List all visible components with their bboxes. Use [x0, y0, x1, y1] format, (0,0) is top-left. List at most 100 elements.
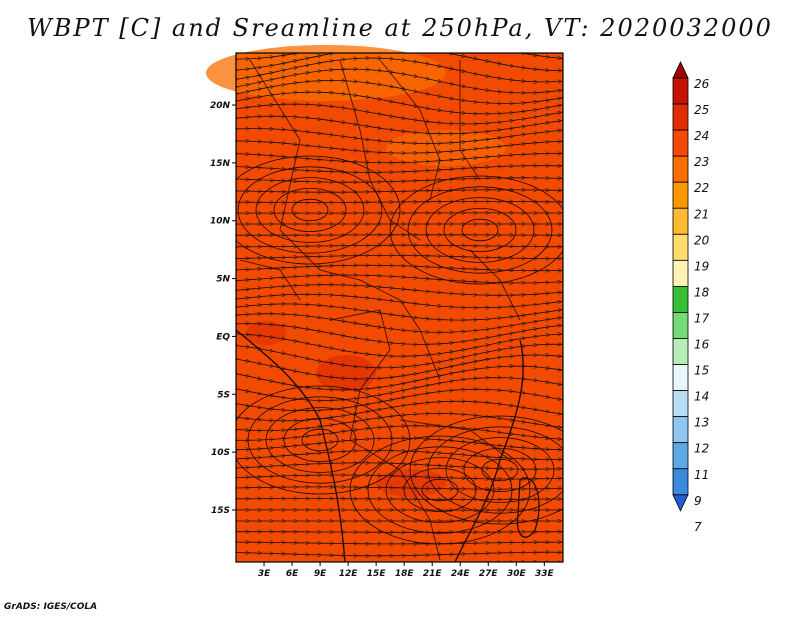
colorbar-swatch — [672, 364, 689, 391]
x-tick-label: 6E — [286, 569, 299, 579]
colorbar-swatch — [672, 155, 689, 183]
vortex-sudan-ring — [389, 175, 563, 285]
y-tick-label: 15S — [211, 506, 230, 516]
colorbar-swatch — [672, 207, 689, 235]
streamline-46 — [236, 542, 563, 544]
plot-frame — [235, 52, 564, 563]
y-tick-label: 10N — [210, 217, 231, 227]
vortex-angola-ring — [265, 407, 375, 473]
streamline-41 — [236, 487, 563, 489]
colorbar-label: 17 — [694, 311, 710, 325]
streamline-14 — [236, 190, 563, 192]
vortex-west-africa-ring — [291, 198, 329, 222]
colorbar-swatch — [672, 390, 689, 418]
x-tick-label: 21E — [423, 569, 443, 579]
vortex-indian-ocean-ring — [481, 458, 519, 482]
streamline-15 — [236, 202, 563, 203]
streamline-45 — [236, 532, 563, 533]
colorbar-label: 16 — [694, 338, 710, 352]
streamline-47 — [236, 552, 563, 556]
colorbar-label: 18 — [694, 285, 710, 299]
map-plot-area — [206, 45, 572, 568]
colorbar-label: 24 — [694, 129, 709, 143]
vortex-mozambique-ring — [385, 457, 495, 523]
vortex-west-africa-ring — [255, 177, 365, 243]
vortex-indian-ocean-ring — [427, 426, 563, 514]
x-tick-label: 27E — [479, 569, 499, 579]
vortex-west-africa-ring — [273, 187, 347, 232]
vortex-sudan-ring — [443, 207, 517, 252]
streamline-12 — [236, 166, 563, 173]
chart-title: WBPT [C] and Sreamline at 250hPa, VT: 20… — [27, 14, 773, 42]
vortex-indian-ocean-ring — [409, 415, 563, 525]
colorbar-label: 25 — [694, 103, 709, 117]
x-tick-label: 12E — [339, 569, 359, 579]
colorbar-top-arrow — [672, 61, 689, 79]
x-tick-label: 9E — [314, 569, 327, 579]
colorbar-label: 7 — [694, 520, 702, 534]
colorbar-label: 23 — [694, 155, 709, 169]
colorbar: 26 25 24 23 22 21 20 19 18 17 16 15 14 13 12 11 9 7 — [672, 61, 710, 534]
vortex-mozambique-ring — [367, 446, 513, 534]
colorbar-swatch — [672, 259, 689, 287]
colorbar-label: 14 — [694, 390, 709, 404]
colorbar-swatch — [672, 416, 689, 444]
vortex-sudan-ring — [407, 186, 553, 274]
vortex-west-africa-ring — [236, 155, 401, 265]
streamline-20 — [236, 255, 563, 258]
colorbar-label: 22 — [694, 181, 709, 195]
colorbar-swatch — [672, 312, 689, 339]
colorbar-label: 11 — [694, 468, 709, 482]
y-tick-label: 10S — [211, 448, 230, 458]
y-tick-label: 5N — [216, 275, 230, 285]
streamline-21 — [236, 265, 563, 270]
x-tick-label: 30E — [507, 569, 527, 579]
vortex-indian-ocean-ring — [445, 437, 555, 503]
x-tick-label: 3E — [258, 569, 271, 579]
x-tick-label: 15E — [367, 569, 387, 579]
colorbar-swatch — [672, 77, 689, 105]
colorbar-label: 26 — [694, 77, 710, 91]
streamline-13 — [236, 178, 563, 182]
streamline-48 — [231, 562, 572, 568]
y-tick-label: 15N — [210, 159, 231, 169]
colorbar-label: 9 — [694, 494, 702, 508]
y-tick-label: 5S — [217, 390, 230, 400]
colorbar-label: 15 — [694, 364, 709, 378]
colorbar-swatch — [672, 129, 689, 157]
colorbar-label: 19 — [694, 259, 709, 273]
colorbar-label: 13 — [694, 416, 709, 430]
vortex-angola-ring — [283, 417, 357, 462]
vortex-sudan-ring — [461, 218, 499, 242]
y-tick-label: 20N — [210, 101, 231, 111]
colorbar-swatch — [672, 468, 689, 496]
colorbar-swatch — [672, 338, 689, 365]
vortex-angola-ring — [247, 396, 393, 484]
streamline-40 — [236, 475, 563, 479]
y-tick-label: EQ — [216, 332, 230, 342]
x-tick-label: 24E — [451, 569, 471, 579]
x-tick-label: 33E — [535, 569, 555, 579]
wbpt-patch-congo — [316, 355, 376, 391]
streamline-38 — [236, 451, 563, 460]
colorbar-swatch — [672, 233, 689, 261]
colorbar-swatch — [672, 181, 689, 209]
colorbar-bottom-arrow — [672, 494, 689, 512]
vortex-angola-ring — [301, 428, 339, 452]
colorbar-label: 21 — [694, 207, 709, 221]
streamline-19 — [236, 245, 563, 247]
vortex-indian-ocean-ring — [463, 447, 537, 492]
colorbar-label: 20 — [694, 233, 710, 247]
vortex-mozambique-ring — [349, 435, 531, 545]
colorbar-label: 12 — [694, 442, 709, 456]
axes: 3E 6E 9E 12E 15E 18E 21E 24E 27E 30E 33E 20N 15N 10N 5… — [210, 52, 564, 579]
streamline-11 — [236, 153, 563, 162]
vortex-angola-ring — [236, 385, 411, 495]
colorbar-swatch — [672, 103, 689, 131]
streamline-42 — [236, 499, 563, 500]
clipped-layer — [231, 53, 572, 568]
colorbar-swatch — [672, 285, 689, 313]
streamline-39 — [236, 463, 563, 469]
x-tick-label: 18E — [395, 569, 415, 579]
